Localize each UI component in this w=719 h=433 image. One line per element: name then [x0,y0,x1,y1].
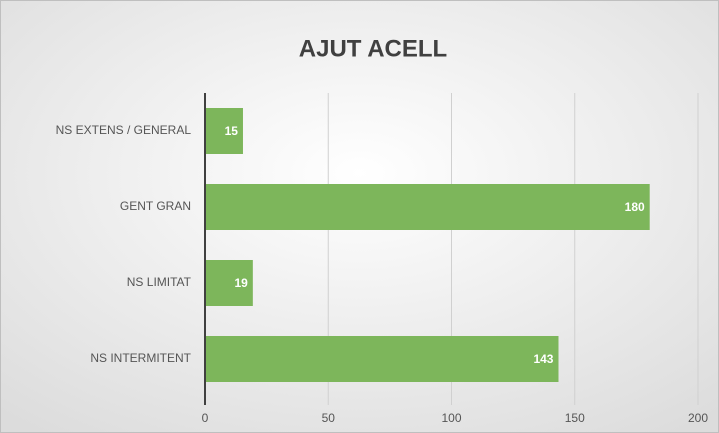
x-tick-label: 150 [565,411,585,425]
data-label: 180 [625,200,645,214]
x-tick-label: 100 [441,411,461,425]
data-label: 143 [533,352,553,366]
x-tick-label: 50 [322,411,336,425]
data-label: 19 [234,276,248,290]
x-tick-label: 200 [688,411,708,425]
x-tick-label: 0 [202,411,209,425]
y-tick-label: NS EXTENS / GENERAL [56,123,192,137]
bar [206,184,650,230]
y-tick-label: NS INTERMITENT [90,351,191,365]
chart-title: AJUT ACELL [299,35,447,62]
bar [206,260,253,306]
bar [206,336,559,382]
bar [206,108,243,154]
data-label: 15 [225,124,239,138]
y-tick-label: NS LIMITAT [127,275,192,289]
y-tick-label: GENT GRAN [120,199,191,213]
